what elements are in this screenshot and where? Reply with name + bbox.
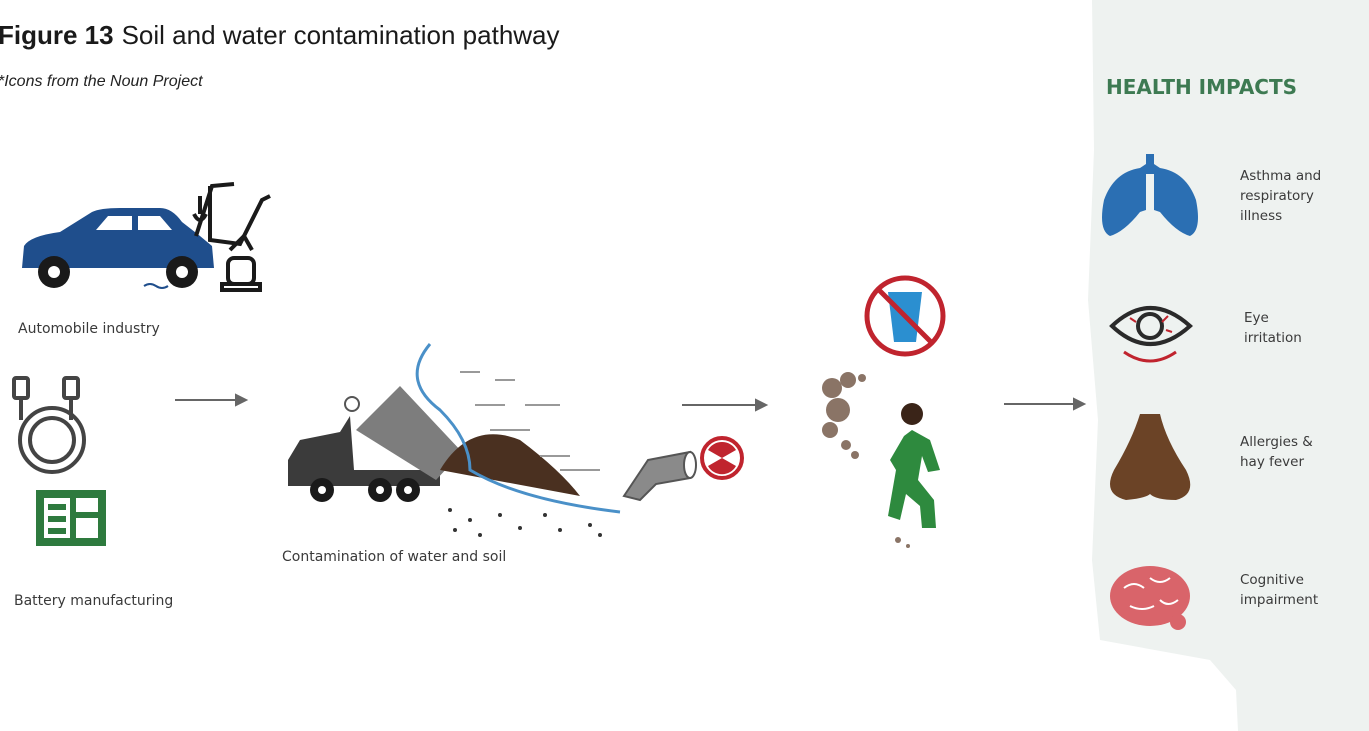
pipe-icon xyxy=(624,438,742,500)
truck-icon-part xyxy=(448,508,602,537)
car-icon-part xyxy=(144,284,168,288)
exposure-icon-part xyxy=(895,537,901,543)
exposure-icon-part-part xyxy=(822,378,842,398)
car-icon-part-part xyxy=(210,186,270,244)
exposure-icon-part-part xyxy=(851,451,859,459)
truck-icon-part xyxy=(376,486,384,494)
battery-icon-part xyxy=(76,498,98,512)
impact-line: irritation xyxy=(1244,330,1302,346)
impact-line: respiratory xyxy=(1240,188,1314,204)
cable-icon-part xyxy=(64,378,78,398)
battery-icon-part xyxy=(48,528,66,534)
figure-title: Figure 13 Soil and water contamination pa… xyxy=(0,20,560,50)
battery-icon xyxy=(36,490,106,546)
battery-icon-part xyxy=(76,518,98,538)
truck-icon-part-part xyxy=(588,523,592,527)
truck-icon-part xyxy=(417,344,620,512)
battery-icon-part xyxy=(48,504,66,510)
truck-icon xyxy=(288,344,620,537)
cable-icon-part xyxy=(30,418,74,462)
figure-label: Figure 13 xyxy=(0,20,114,50)
flow-arrow-part xyxy=(756,400,766,410)
exposure-icon xyxy=(822,372,940,548)
car-icon-part-part xyxy=(228,258,254,284)
exposure-icon-part xyxy=(906,544,910,548)
truck-icon-part-part xyxy=(558,528,562,532)
truck-icon-part xyxy=(318,486,326,494)
car-icon-part xyxy=(176,266,188,278)
impact-line: Allergies & xyxy=(1240,434,1313,450)
cable-icon xyxy=(14,378,84,472)
pipe-icon-part xyxy=(624,452,690,500)
no-water-icon xyxy=(867,278,943,354)
car-icon xyxy=(22,184,270,290)
title-text: Soil and water contamination pathway xyxy=(122,20,560,50)
impact-line: Eye xyxy=(1244,310,1269,326)
pipe-icon-part xyxy=(684,452,696,478)
truck-icon-part xyxy=(440,434,580,496)
diagram: Figure 13 Soil and water contamination pa… xyxy=(0,0,1369,731)
truck-icon-part-part xyxy=(453,528,457,532)
cable-icon-part xyxy=(14,378,28,398)
truck-icon-part-part xyxy=(468,518,472,522)
impact-line: illness xyxy=(1240,208,1282,224)
flow-arrow-part xyxy=(236,395,246,405)
exposure-icon-part xyxy=(888,430,940,528)
car-icon-part-part xyxy=(222,284,260,290)
truck-icon-part xyxy=(404,486,412,494)
flow-arrow-part xyxy=(1074,399,1084,409)
exposure-icon-part-part xyxy=(822,422,838,438)
lungs-icon-part xyxy=(1146,154,1154,174)
health-title: HEALTH IMPACTS xyxy=(1106,75,1297,99)
impact-line: impairment xyxy=(1240,592,1318,608)
icon-note: *Icons from the Noun Project xyxy=(0,73,203,90)
truck-icon-part-part xyxy=(448,508,452,512)
exposure-icon-part-part xyxy=(858,374,866,382)
exposure-icon-part xyxy=(901,403,923,425)
brain-icon-part xyxy=(1170,614,1186,630)
car-icon-part xyxy=(48,266,60,278)
exposure-icon-part-part xyxy=(826,398,850,422)
source-label: Battery manufacturing xyxy=(14,593,173,609)
battery-icon-part xyxy=(48,516,66,522)
exposure-icon-part-part xyxy=(841,440,851,450)
truck-icon-part-part xyxy=(518,526,522,530)
impact-line: hay fever xyxy=(1240,454,1304,470)
truck-icon-part-part xyxy=(598,533,602,537)
truck-icon-part-part xyxy=(543,513,547,517)
truck-icon-part-part xyxy=(498,513,502,517)
source-label: Automobile industry xyxy=(18,321,160,337)
impact-line: Cognitive xyxy=(1240,572,1304,588)
exposure-icon-part-part xyxy=(840,372,856,388)
truck-icon-part xyxy=(345,397,359,411)
truck-icon-part-part xyxy=(478,533,482,537)
flow-arrow xyxy=(175,395,1084,410)
page: Figure 13 Soil and water contamination pa… xyxy=(0,0,1369,731)
contamination-label: Contamination of water and soil xyxy=(282,549,506,565)
impact-line: Asthma and xyxy=(1240,168,1321,184)
exposure-icon-part xyxy=(822,372,866,459)
